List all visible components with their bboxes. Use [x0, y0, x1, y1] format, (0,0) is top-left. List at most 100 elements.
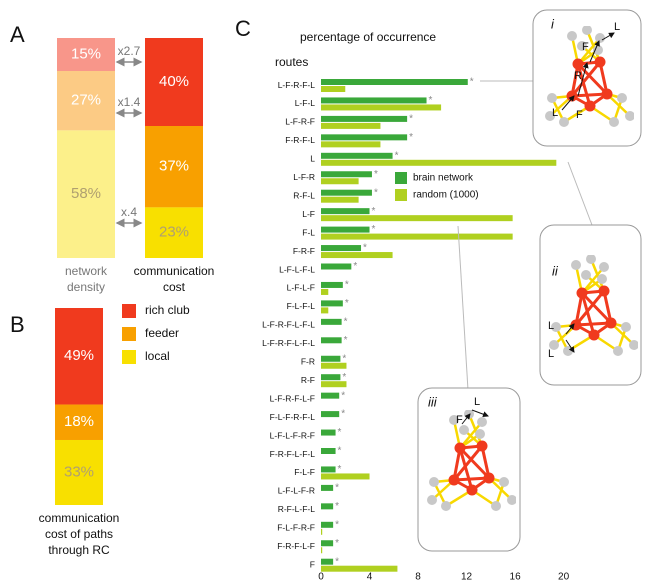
- significance-marker: *: [335, 538, 339, 549]
- bar: [321, 171, 372, 178]
- inset-text: L: [548, 320, 554, 332]
- inset: ii L L: [539, 224, 642, 386]
- legend-swatch: [395, 172, 407, 184]
- bar: [321, 159, 557, 166]
- bar: [321, 503, 334, 510]
- bar-segment: [145, 38, 203, 126]
- category-label: density: [67, 280, 105, 294]
- significance-marker: *: [372, 206, 376, 217]
- bar: [321, 337, 342, 344]
- value-label: 27%: [71, 92, 101, 109]
- significance-marker: *: [429, 95, 433, 106]
- inset-label: i: [551, 16, 555, 31]
- value-label: 15%: [71, 45, 101, 62]
- significance-marker: *: [409, 114, 413, 125]
- y-tick-label: L: [310, 154, 315, 164]
- inset-text: L: [552, 107, 558, 119]
- inset-text: R: [574, 70, 582, 82]
- significance-marker: *: [342, 353, 346, 364]
- bar: [321, 189, 372, 196]
- significance-marker: *: [409, 132, 413, 143]
- bar: [321, 392, 340, 399]
- bar: [321, 307, 329, 314]
- legend-label: rich club: [145, 303, 190, 317]
- significance-marker: *: [372, 224, 376, 235]
- y-tick-label: F-R-F: [293, 246, 315, 256]
- bar: [321, 79, 468, 85]
- significance-marker: *: [345, 298, 349, 309]
- significance-marker: *: [344, 316, 348, 327]
- inset-text: L: [614, 21, 620, 33]
- y-tick-label: F-L-F: [294, 467, 315, 477]
- legend-label: feeder: [145, 326, 179, 340]
- bar: [321, 288, 329, 295]
- legend-swatch: [122, 327, 136, 341]
- significance-marker: *: [353, 261, 357, 272]
- y-tick-label: L-F-L-F-R: [278, 486, 315, 496]
- bar: [321, 473, 370, 480]
- bar: [321, 196, 359, 203]
- y-tick-label: F: [310, 559, 315, 569]
- bar: [321, 448, 336, 454]
- bar: [321, 411, 340, 418]
- category-label: network: [65, 264, 108, 278]
- legend-swatch: [122, 304, 136, 318]
- bar: [321, 547, 323, 554]
- ratio-label: x2.7: [118, 44, 141, 58]
- inset-text: F: [582, 41, 589, 53]
- bar: [321, 484, 334, 491]
- y-tick-label: R-F-L-F-L: [278, 504, 316, 514]
- significance-marker: *: [395, 150, 399, 161]
- bar: [321, 381, 347, 388]
- significance-marker: *: [342, 372, 346, 383]
- category-label: through RC: [48, 543, 110, 557]
- bar: [321, 521, 334, 528]
- y-tick-label: F-R: [301, 357, 315, 367]
- y-tick-label: L-F: [302, 209, 315, 219]
- x-tick-label: 16: [510, 572, 522, 583]
- ratio-label: x.4: [121, 205, 137, 219]
- inset: i L F R L F: [532, 9, 642, 147]
- category-label: communication: [39, 511, 120, 525]
- y-tick-label: F-R-F-L-F: [277, 541, 315, 551]
- inset-text: L: [548, 348, 554, 360]
- bar-segment: [145, 207, 203, 258]
- y-tick-label: F-L-F-L: [287, 301, 316, 311]
- significance-marker: *: [338, 446, 342, 457]
- y-tick-label: L-F-R-F-L-F-L: [262, 320, 315, 330]
- bar: [321, 97, 427, 104]
- inset: iii L F: [417, 387, 521, 552]
- y-tick-label: F-L-F-R-F-L: [270, 412, 316, 422]
- bar: [321, 104, 442, 111]
- bar: [321, 115, 408, 122]
- bar: [321, 215, 513, 222]
- bar-segment: [57, 38, 115, 71]
- y-tick-label: L-F-L: [295, 98, 316, 108]
- bar: [321, 429, 336, 436]
- bar: [321, 263, 352, 270]
- significance-marker: *: [338, 427, 342, 438]
- y-tick-label: F-R-F-L-F-L: [270, 449, 316, 459]
- inset-label: iii: [428, 394, 438, 409]
- bar-segment: [57, 130, 115, 258]
- value-label: 23%: [159, 224, 189, 241]
- significance-marker: *: [335, 501, 339, 512]
- legend-label: local: [145, 349, 170, 363]
- inset-text: L: [474, 396, 480, 408]
- bar: [321, 208, 370, 215]
- bar: [321, 355, 341, 362]
- category-label: cost of paths: [45, 527, 113, 541]
- y-tick-label: L-F-L-F-R-F: [270, 430, 315, 440]
- y-tick-label: R-F-L: [293, 190, 315, 200]
- significance-marker: *: [363, 243, 367, 254]
- y-tick-label: L-F-R-F-L-F: [270, 393, 315, 403]
- y-tick-label: F-R-F-L: [285, 135, 315, 145]
- ratio-label: x1.4: [118, 95, 141, 109]
- y-tick-label: L-F-L-F: [287, 283, 315, 293]
- legend-swatch: [122, 350, 136, 364]
- significance-marker: *: [470, 77, 474, 88]
- insets: i L F R L F ii L L iii L F: [417, 9, 642, 552]
- legend-swatch: [395, 189, 407, 201]
- significance-marker: *: [341, 409, 345, 420]
